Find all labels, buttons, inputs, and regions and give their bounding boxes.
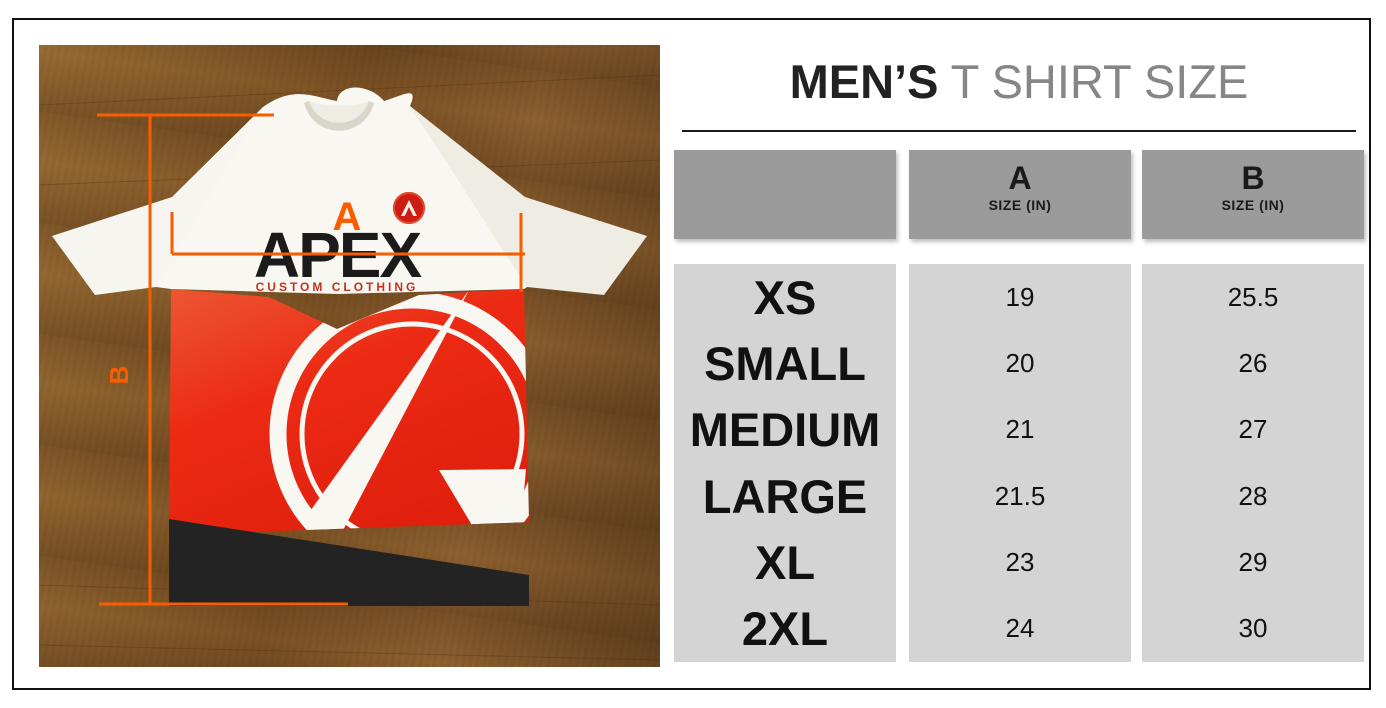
svg-text:B: B bbox=[104, 366, 134, 385]
svg-text:CUSTOM CLOTHING: CUSTOM CLOTHING bbox=[256, 280, 419, 294]
